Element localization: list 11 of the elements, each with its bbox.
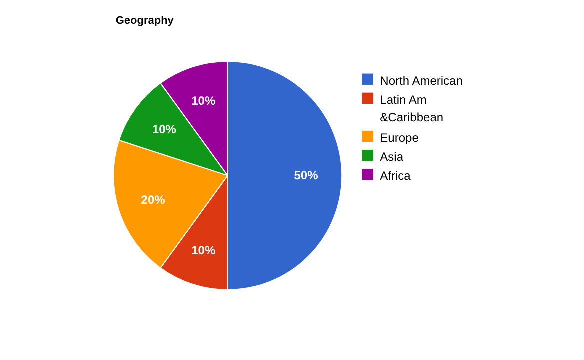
legend-label: Europe	[380, 130, 420, 145]
chart-title: Geography	[116, 15, 175, 28]
legend-label: Asia	[380, 150, 404, 164]
legend-label: Latin Am &Caribbean	[380, 92, 444, 124]
data-label: 10%	[192, 94, 216, 108]
legend-label: North American	[380, 74, 463, 88]
data-label: 50%	[294, 168, 319, 183]
legend-label: Africa	[380, 168, 412, 183]
data-label: 10%	[152, 122, 177, 137]
data-label: 20%	[141, 192, 166, 207]
data-label: 10%	[192, 243, 216, 258]
